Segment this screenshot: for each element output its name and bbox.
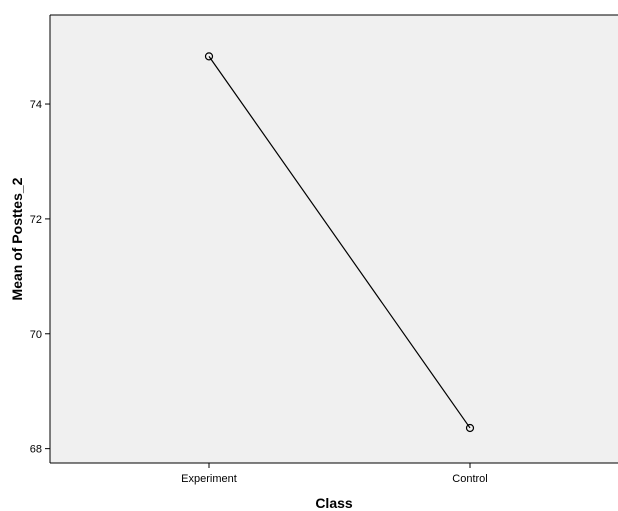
- x-tick-label: Experiment: [181, 473, 237, 485]
- y-tick-label: 72: [30, 214, 42, 226]
- y-axis-title: Mean of Posttes_2: [9, 177, 25, 300]
- y-axis-ticks: 68 70 72 74: [30, 99, 50, 456]
- x-axis-title: Class: [315, 495, 353, 511]
- plot-area: [50, 15, 618, 463]
- y-tick-label: 70: [30, 329, 42, 341]
- x-axis-ticks: Experiment Control: [181, 463, 488, 485]
- x-tick-label: Control: [452, 473, 487, 485]
- y-tick-label: 74: [30, 99, 42, 111]
- y-tick-label: 68: [30, 444, 42, 456]
